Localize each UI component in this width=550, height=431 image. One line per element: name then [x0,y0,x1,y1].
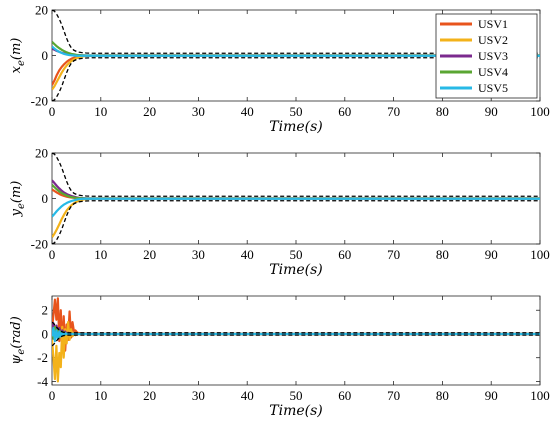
legend-label-usv5: USV5 [478,81,508,95]
x-axis-label: Time(s) [269,119,322,135]
x-tick-label: 70 [387,104,400,119]
y-tick-label: 20 [35,146,48,161]
legend: USV1 USV2 USV3 USV4 USV5 [435,13,538,99]
x-tick-label: 30 [192,104,205,119]
series-line-usv2 [52,197,540,238]
lower-bound-line [52,57,540,101]
y-axis-label: ψe(rad) [9,316,27,365]
upper-bound-line [52,153,540,197]
x-tick-label: 20 [143,247,156,262]
legend-label-usv3: USV3 [478,49,508,63]
y-axis-label: ye(m) [9,181,27,218]
y-tick-label: -2 [37,350,48,365]
upper-bound-line [52,10,540,54]
x-tick-label: 20 [143,388,156,403]
x-axis-label: Time(s) [269,262,322,278]
x-tick-label: 0 [49,247,56,262]
x-tick-label: 100 [530,104,550,119]
y-axis-label: xe(m) [9,38,27,74]
x-axis-label: Time(s) [269,403,322,419]
lower-bound-line [52,200,540,244]
x-tick-label: 40 [241,104,254,119]
upper-bound-line [52,321,540,334]
series-line-usv1 [52,188,540,200]
series-line-usv5 [52,326,540,343]
y-tick-label: 0 [42,48,49,63]
x-tick-label: 70 [387,388,400,403]
x-tick-label: 10 [94,388,107,403]
x-tick-label: 90 [485,104,498,119]
axes-box [51,295,541,386]
x-tick-label: 30 [192,247,205,262]
legend-label-usv4: USV4 [478,65,508,79]
y-tick-label: -4 [37,374,48,389]
y-tick-label: 20 [35,3,48,18]
x-tick-label: 60 [338,388,351,403]
y-tick-label: -20 [31,94,48,109]
x-tick-label: 40 [241,247,254,262]
x-tick-label: 50 [290,388,303,403]
y-tick-label: 0 [42,191,49,206]
series-line-usv2 [52,321,540,383]
x-tick-label: 80 [436,247,449,262]
x-tick-label: 50 [290,247,303,262]
x-tick-label: 90 [485,247,498,262]
x-tick-label: 50 [290,104,303,119]
x-tick-label: 10 [94,104,107,119]
x-tick-label: 40 [241,388,254,403]
x-tick-label: 30 [192,388,205,403]
x-tick-label: 60 [338,247,351,262]
x-tick-label: 100 [530,388,550,403]
x-tick-label: 0 [49,104,56,119]
lower-bound-line [52,334,540,347]
series-line-usv5 [52,197,540,218]
x-tick-label: 60 [338,104,351,119]
x-tick-label: 0 [49,388,56,403]
series-line-usv1 [52,297,540,352]
x-tick-label: 90 [485,388,498,403]
y-tick-label: -20 [31,237,48,252]
chart-panel-3: 0 10 20 30 40 50 60 70 80 90 100 -4 -2 0 2 Time(s) ψe(ra… [9,295,550,419]
x-tick-label: 70 [387,247,400,262]
x-tick-label: 20 [143,104,156,119]
legend-label-usv2: USV2 [478,33,508,47]
y-tick-label: 0 [42,326,49,341]
chart-panel-1: 0 10 20 30 40 50 60 70 80 90 100-20020Time(s)xe(m)… [9,3,550,136]
series-line-usv5 [52,45,540,57]
legend-label-usv1: USV1 [478,17,508,31]
x-tick-label: 80 [436,104,449,119]
x-tick-label: 100 [530,247,550,262]
y-tick-label: 2 [42,303,49,318]
x-tick-label: 80 [436,388,449,403]
x-tick-label: 10 [94,247,107,262]
